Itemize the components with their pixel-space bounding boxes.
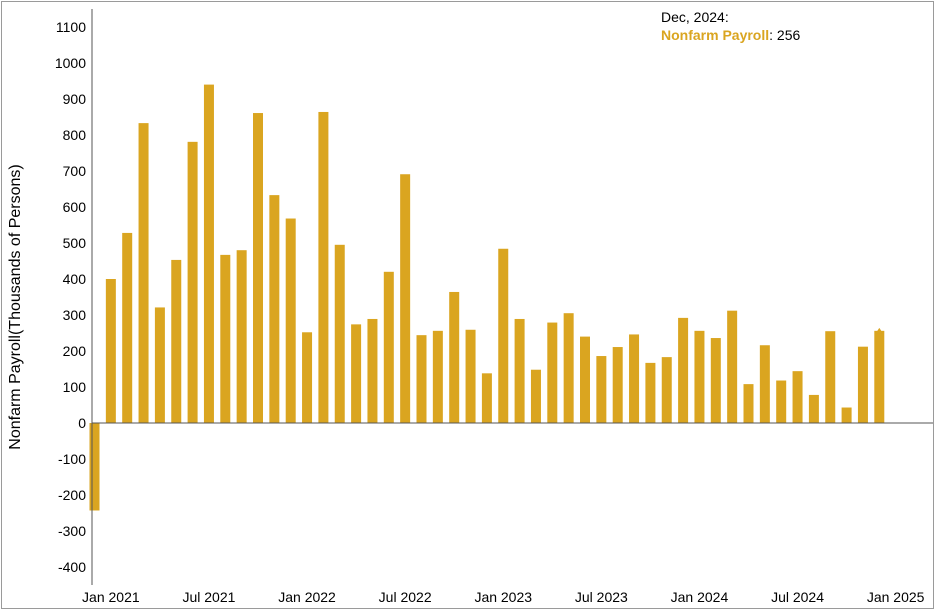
bar bbox=[465, 329, 476, 423]
bar bbox=[220, 254, 231, 423]
bar bbox=[203, 84, 214, 423]
bar bbox=[580, 336, 590, 423]
bar bbox=[187, 141, 198, 423]
y-tick-label: 700 bbox=[63, 163, 87, 179]
bar bbox=[89, 423, 100, 511]
bar bbox=[171, 259, 182, 423]
y-tick-label: 1000 bbox=[55, 55, 86, 71]
bar bbox=[710, 338, 721, 423]
bar bbox=[808, 394, 819, 423]
x-tick-label: Jan 2025 bbox=[867, 589, 925, 605]
hover-tooltip: Dec, 2024: Nonfarm Payroll: 256 bbox=[661, 8, 800, 44]
bar bbox=[318, 111, 329, 424]
bar bbox=[857, 346, 868, 423]
bar bbox=[759, 345, 770, 423]
bar bbox=[285, 218, 296, 423]
bar bbox=[269, 195, 280, 423]
bar bbox=[874, 330, 885, 423]
bar bbox=[302, 332, 313, 423]
bar bbox=[694, 330, 705, 423]
bar bbox=[547, 322, 558, 423]
bar bbox=[563, 313, 574, 423]
bar bbox=[416, 335, 427, 423]
bar bbox=[138, 123, 149, 424]
tooltip-separator: : bbox=[769, 27, 777, 43]
bar bbox=[351, 324, 362, 423]
bar bbox=[236, 250, 247, 423]
bar bbox=[383, 271, 394, 423]
y-tick-label: -400 bbox=[58, 559, 86, 575]
bar bbox=[514, 318, 525, 423]
y-tick-label: -100 bbox=[58, 451, 86, 467]
bar bbox=[253, 113, 263, 423]
bar bbox=[432, 330, 443, 423]
bar bbox=[481, 373, 492, 423]
tooltip-value-row: Nonfarm Payroll: 256 bbox=[661, 26, 800, 44]
y-tick-label: 1100 bbox=[56, 19, 86, 35]
tooltip-value: 256 bbox=[776, 27, 801, 43]
bar bbox=[154, 307, 165, 423]
y-tick-label: 0 bbox=[78, 415, 86, 431]
x-axis-ticks: Jan 2021 Jul 2021 Jan 2022 Jul 2022 Jan 2023… bbox=[82, 589, 925, 605]
y-tick-label: -300 bbox=[58, 523, 86, 539]
y-tick-label: 200 bbox=[63, 343, 87, 359]
bar bbox=[678, 317, 689, 423]
bar bbox=[122, 232, 133, 423]
bar bbox=[825, 331, 836, 423]
bar bbox=[400, 174, 411, 423]
bar bbox=[776, 380, 787, 423]
bar bbox=[792, 371, 803, 423]
y-tick-label: 900 bbox=[63, 91, 87, 107]
bar bbox=[449, 291, 460, 423]
y-tick-label: 400 bbox=[63, 271, 87, 287]
x-tick-label: Jan 2024 bbox=[671, 589, 729, 605]
y-tick-label: 100 bbox=[63, 379, 87, 395]
bar bbox=[645, 362, 656, 423]
bar bbox=[367, 318, 378, 423]
y-tick-label: 800 bbox=[63, 127, 87, 143]
bar-series bbox=[89, 84, 885, 511]
y-tick-label: 300 bbox=[63, 307, 87, 323]
tooltip-series-name: Nonfarm Payroll bbox=[661, 27, 770, 43]
hover-marker bbox=[875, 327, 884, 334]
x-tick-label: Jul 2024 bbox=[771, 589, 824, 605]
bar bbox=[841, 407, 852, 423]
x-tick-label: Jan 2022 bbox=[278, 589, 336, 605]
y-axis-title: Nonfarm Payroll(Thousands of Persons) bbox=[7, 164, 24, 449]
tooltip-date: Dec, 2024: bbox=[661, 9, 729, 25]
bar bbox=[498, 248, 509, 423]
bar bbox=[612, 347, 623, 423]
y-tick-label: 500 bbox=[63, 235, 87, 251]
bar bbox=[105, 279, 116, 423]
bar bbox=[596, 356, 607, 423]
y-tick-label: -200 bbox=[58, 487, 86, 503]
bar bbox=[629, 334, 640, 423]
x-tick-label: Jan 2023 bbox=[474, 589, 532, 605]
bar bbox=[661, 357, 672, 423]
bar bbox=[743, 384, 754, 423]
x-tick-label: Jul 2021 bbox=[182, 589, 235, 605]
x-tick-label: Jan 2021 bbox=[82, 589, 140, 605]
bar bbox=[334, 244, 345, 423]
y-tick-label: 600 bbox=[63, 199, 87, 215]
x-tick-label: Jul 2023 bbox=[575, 589, 628, 605]
y-axis-ticks: 110010009008007006005004003002001000-100… bbox=[55, 19, 86, 575]
bar bbox=[530, 369, 541, 423]
x-tick-label: Jul 2022 bbox=[379, 589, 432, 605]
bar bbox=[727, 310, 738, 423]
